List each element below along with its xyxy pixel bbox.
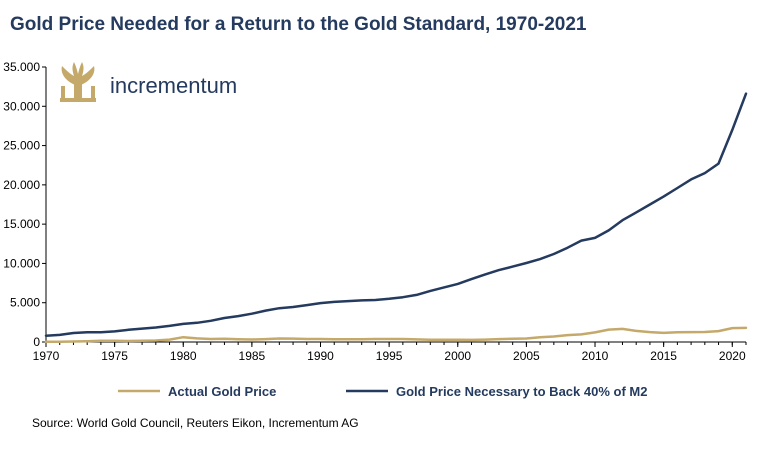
x-tick-label: 1995 <box>376 349 403 363</box>
brand-name: incrementum <box>110 73 237 98</box>
y-tick-label: 30.000 <box>3 99 40 113</box>
x-tick-label: 1985 <box>239 349 266 363</box>
y-tick-label: 0 <box>33 335 40 349</box>
y-tick-label: 15.000 <box>3 217 40 231</box>
y-tick-label: 25.000 <box>3 139 40 153</box>
series-lines <box>44 92 748 343</box>
x-axis: 1970 1975 1980 1985 1990 1995 2000 2005 2010 2015… <box>33 341 747 363</box>
x-tick-label: 2005 <box>513 349 540 363</box>
tree-logo-icon <box>60 62 96 102</box>
chart-title: Gold Price Needed for a Return to the Go… <box>10 14 587 35</box>
x-tick-label: 2015 <box>650 349 677 363</box>
x-tick-label: 2000 <box>444 349 471 363</box>
y-tick-label: 35.000 <box>3 60 40 74</box>
legend: Actual Gold Price Gold Price Necessary to… <box>118 384 647 399</box>
y-tick-label: 10.000 <box>3 256 40 270</box>
y-tick-label: 5.000 <box>10 296 40 310</box>
brand-logo: incrementum <box>60 62 237 102</box>
series-line-2 <box>44 92 748 337</box>
x-tick-label: 1970 <box>33 349 60 363</box>
legend-label-2: Gold Price Necessary to Back 40% of M2 <box>396 384 647 399</box>
x-tick-label: 1990 <box>307 349 334 363</box>
x-tick-label: 2010 <box>582 349 609 363</box>
x-tick-label: 2020 <box>719 349 746 363</box>
y-tick-label: 20.000 <box>3 178 40 192</box>
x-tick-label: 1975 <box>101 349 128 363</box>
legend-label-1: Actual Gold Price <box>168 384 276 399</box>
series-line-1 <box>44 326 748 343</box>
y-axis: 0 5.000 10.000 15.000 20.000 25.000 30.000 35.0… <box>3 60 47 349</box>
source-note: Source: World Gold Council, Reuters Eiko… <box>32 416 359 430</box>
x-tick-label: 1980 <box>170 349 197 363</box>
